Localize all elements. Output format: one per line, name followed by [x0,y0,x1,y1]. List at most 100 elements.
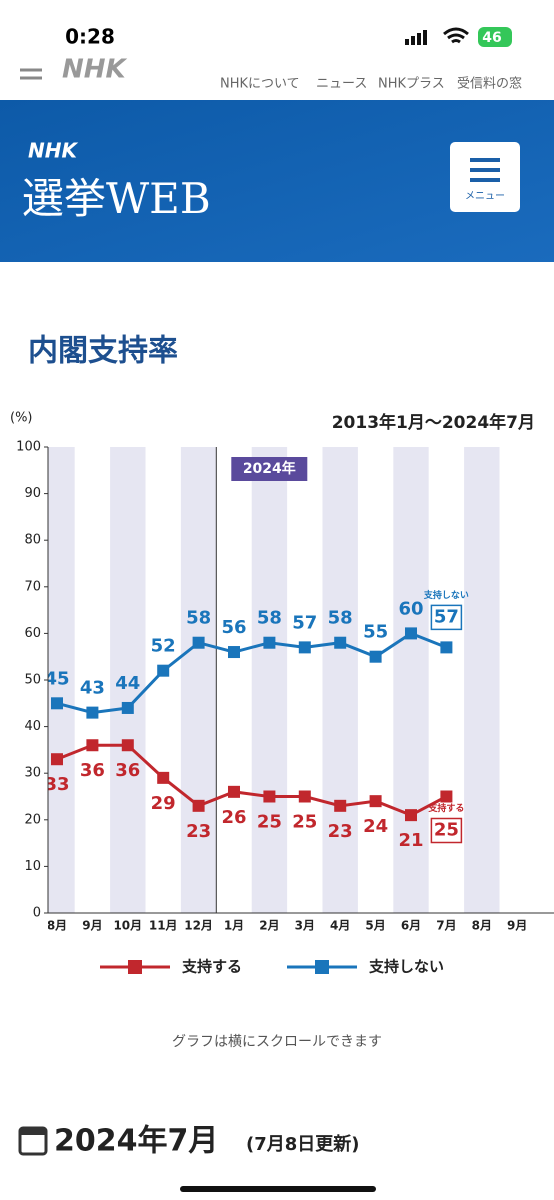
point [334,799,347,812]
point [51,697,63,710]
point [121,739,134,752]
x-tick-label: 3月 [295,919,315,933]
value-label: 43 [80,678,105,699]
x-tick-label: 6月 [401,919,421,933]
calendar-icon [18,1126,48,1156]
point [51,753,63,766]
series-annotation: 支持しない [423,589,469,601]
menu-label[interactable]: メニュー [465,191,505,202]
y-tick-label: 70 [24,579,41,594]
value-label: 21 [398,830,423,851]
update-date: 2024年7月 [54,1124,218,1159]
x-tick-label: 10月 [113,919,142,933]
home-indicator [180,1186,376,1192]
last-value-box [430,604,463,631]
update-note: (7月8日更新) [246,1133,360,1155]
x-tick-label: 8月 [472,919,492,933]
value-label: 36 [115,760,140,781]
point [334,636,347,649]
brand: NHK [28,139,78,163]
menu-button[interactable] [450,142,520,212]
nav-bar [0,55,554,100]
point [192,636,205,649]
legend-marker [128,960,142,974]
x-tick-label: 7月 [436,919,456,933]
value-label: 25 [257,812,282,833]
x-tick-label: 2月 [259,919,279,933]
y-tick-label: 100 [16,440,41,455]
hamburger[interactable] [20,68,42,80]
nav-logo[interactable]: NHK [62,55,128,85]
point [121,701,134,714]
point [298,641,311,654]
x-tick-label: 1月 [224,919,244,933]
value-label: 44 [115,673,140,694]
point [405,627,417,640]
legend-label: 支持する [182,958,242,976]
value-label: 33 [44,774,69,795]
legend-marker [315,960,329,974]
point [263,790,276,803]
wifi-icon [443,27,469,44]
point [298,790,311,803]
point [405,809,417,822]
status-time: 0:28 [65,25,115,49]
column-stripe [48,447,75,913]
value-label: 45 [44,668,69,689]
column-stripe [110,447,146,913]
column-stripe [464,447,500,913]
y-tick-label: 20 [24,812,41,827]
y-tick-label: 60 [24,626,41,641]
value-label: 55 [363,622,388,643]
y-tick-label: 0 [33,906,41,921]
y-tick-label: 30 [24,766,41,781]
y-tick-label: 90 [24,486,41,501]
year-badge [231,457,308,481]
column-stripe [393,447,429,913]
y-tick-label: 50 [24,673,41,688]
series-annotation: 支持する [427,802,464,814]
nav-link[interactable]: ニュース [316,77,367,92]
year-badge-label: 2024年 [243,460,296,477]
value-label: 56 [221,617,246,638]
value-label: 23 [186,821,211,842]
value-label: 24 [363,816,388,837]
y-tick-label: 80 [24,533,41,548]
point [157,771,170,784]
x-tick-label: 4月 [330,919,350,933]
value-label: 29 [151,793,176,814]
point [192,799,205,812]
x-tick-label: 5月 [365,919,385,933]
y-axis-label: (%) [10,411,33,426]
scroll-note: グラフは横にスクロールできます [172,1034,382,1050]
x-tick-label: 8月 [47,919,67,933]
point [157,664,170,677]
chart-period: 2013年1月～2024年7月 [332,412,535,433]
x-tick-label: 12月 [184,919,213,933]
column-stripe [180,447,217,913]
value-label: 57 [434,606,459,627]
last-value-box [430,817,463,844]
site-title[interactable]: 選挙WEB [22,174,211,223]
y-tick-label: 40 [24,719,41,734]
nav-link[interactable]: 受信料の窓 [457,76,522,92]
nav-link[interactable]: NHKプラス [378,77,445,92]
y-tick-label: 10 [24,859,41,874]
battery-level: 46 [482,30,501,46]
point [86,739,99,752]
value-label: 57 [292,612,317,633]
column-stripe [322,447,358,913]
value-label: 23 [328,821,353,842]
column-stripe [251,447,288,913]
x-tick-label: 11月 [149,919,178,933]
value-label: 25 [292,812,317,833]
point [263,636,276,649]
value-label: 26 [221,807,246,828]
value-label: 25 [434,820,459,841]
point [86,706,99,719]
nav-link[interactable]: NHKについて [220,77,300,92]
value-label: 58 [257,608,282,629]
plot-area: 2024年 8月 9月 10月 11月 12月 1月 2月 3月 4月 5月 6月 7月 8月 9月 33 36… [44,447,527,933]
